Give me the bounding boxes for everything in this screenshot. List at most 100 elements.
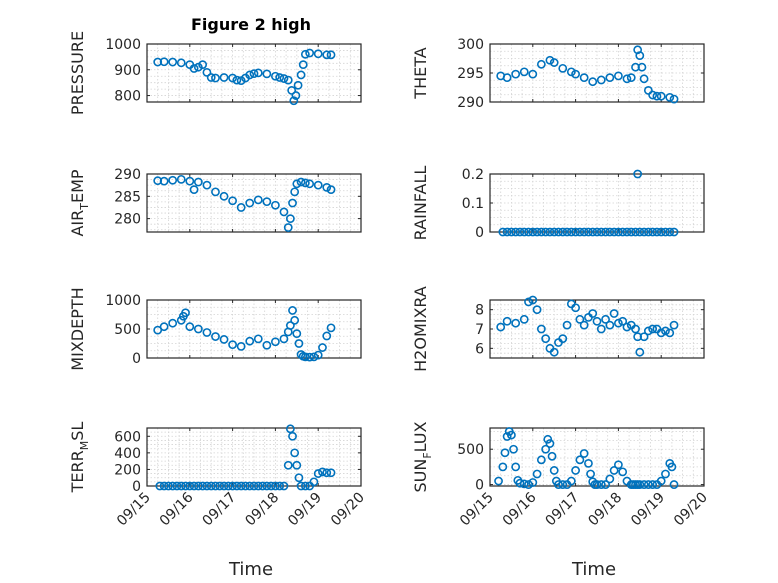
data-point <box>554 227 563 237</box>
data-point <box>279 207 289 217</box>
data-point <box>588 77 598 87</box>
data-point <box>290 315 300 325</box>
data-point <box>500 448 510 458</box>
data-point <box>562 320 572 330</box>
data-point <box>193 177 203 187</box>
data-point <box>318 467 327 477</box>
data-point <box>245 70 255 80</box>
data-point <box>219 73 229 82</box>
data-point <box>661 227 670 237</box>
data-point <box>300 178 310 188</box>
data-point <box>262 197 272 207</box>
data-point <box>313 180 323 190</box>
data-point <box>633 169 643 179</box>
data-point <box>669 320 679 330</box>
data-point <box>661 469 670 479</box>
data-point <box>189 481 199 491</box>
subplot-5: 0 500 1000 MIXDEPTH <box>68 287 362 371</box>
data-point <box>305 179 315 189</box>
data-point <box>511 69 521 79</box>
data-point <box>211 73 220 83</box>
data-point <box>519 227 529 237</box>
data-point <box>270 481 280 491</box>
data-point <box>605 227 615 237</box>
data-point <box>309 477 319 487</box>
data-point <box>185 481 195 491</box>
data-point <box>571 466 580 475</box>
data-point <box>652 227 662 237</box>
data-point <box>626 73 636 83</box>
data-point <box>159 322 169 332</box>
data-point <box>549 58 559 67</box>
data-point <box>290 187 300 197</box>
data-point <box>211 332 220 341</box>
data-point <box>159 176 169 186</box>
data-point <box>193 481 203 491</box>
y-axis-label: AIRTEMP <box>68 169 91 236</box>
data-point <box>631 227 640 237</box>
data-point <box>168 57 178 67</box>
data-point <box>519 314 529 324</box>
data-point <box>185 322 195 332</box>
data-point <box>228 196 237 206</box>
data-point <box>509 444 518 454</box>
data-point <box>652 91 662 101</box>
data-point <box>270 337 280 347</box>
data-point <box>579 227 589 237</box>
data-point <box>547 451 557 461</box>
data-point <box>528 69 538 79</box>
data-point <box>515 227 525 237</box>
data-point <box>541 444 551 454</box>
data-point <box>532 469 542 479</box>
data-point <box>262 340 272 350</box>
data-point <box>596 75 606 85</box>
data-point <box>279 334 289 344</box>
data-point <box>584 458 593 468</box>
data-point <box>236 341 246 351</box>
data-point <box>614 227 623 237</box>
data-point <box>502 73 512 83</box>
data-point <box>592 227 602 237</box>
data-point <box>635 227 645 237</box>
data-point <box>549 466 559 475</box>
data-point <box>211 187 220 197</box>
data-point <box>176 58 186 68</box>
data-point <box>313 49 323 59</box>
data-point <box>285 424 295 434</box>
subplot-1: 800 900 1000 PRESSURE <box>68 31 362 115</box>
data-point <box>496 322 506 332</box>
y-axis-label: RAINFALL <box>411 166 430 241</box>
y-tick-label: 285 <box>114 189 141 205</box>
data-point <box>253 195 263 205</box>
data-point <box>609 227 619 237</box>
data-point <box>232 481 242 491</box>
data-point <box>219 481 229 491</box>
data-point <box>562 227 572 237</box>
data-point <box>631 324 640 334</box>
subplot-3: 280 285 290 AIRTEMP <box>68 167 362 237</box>
data-point <box>648 227 658 237</box>
data-point <box>292 460 302 470</box>
data-point <box>322 468 332 478</box>
data-point <box>159 57 169 67</box>
data-point <box>288 431 297 441</box>
data-point <box>515 478 525 488</box>
data-point <box>566 227 576 237</box>
data-point <box>656 328 666 338</box>
data-point <box>206 481 216 491</box>
data-point <box>155 481 165 491</box>
data-point <box>543 434 553 444</box>
data-point <box>579 449 589 458</box>
y-tick-label: 0.2 <box>462 167 484 183</box>
data-point <box>605 320 615 330</box>
data-point <box>326 185 336 195</box>
data-point <box>579 73 589 83</box>
data-point <box>228 340 237 350</box>
data-point <box>571 303 580 313</box>
data-point <box>322 331 332 341</box>
y-tick-label: 1000 <box>105 37 141 53</box>
data-point <box>643 326 653 336</box>
data-point <box>586 469 595 479</box>
data-point <box>622 74 632 84</box>
